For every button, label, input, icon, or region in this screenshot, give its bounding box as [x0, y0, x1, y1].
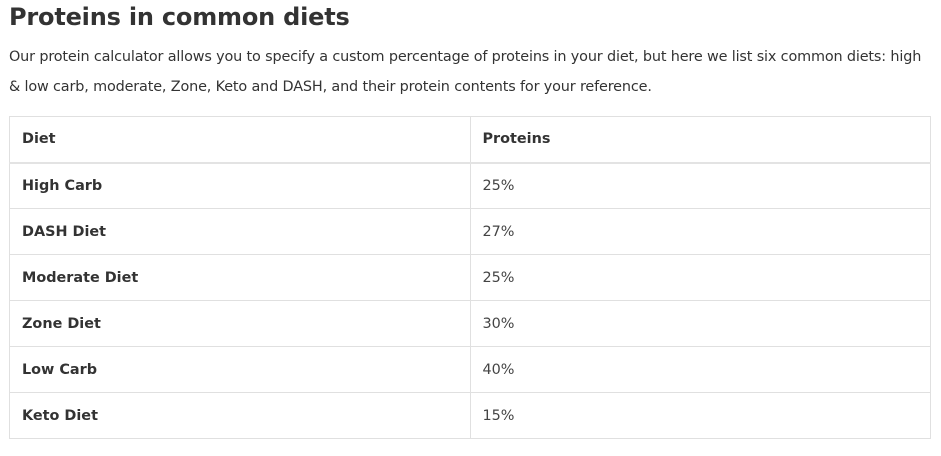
column-header-diet: Diet	[9, 116, 471, 164]
diet-name-cell: Low Carb	[9, 346, 471, 393]
table-header: Diet Proteins	[9, 116, 931, 164]
protein-value-cell: 30%	[469, 300, 931, 347]
protein-value-cell: 25%	[469, 162, 931, 209]
protein-value-cell: 27%	[469, 208, 931, 255]
table-header-row: Diet Proteins	[9, 116, 931, 164]
article-section: Proteins in common diets Our protein cal…	[9, 0, 931, 439]
column-header-proteins: Proteins	[469, 116, 931, 164]
protein-value-cell: 40%	[469, 346, 931, 393]
protein-value-cell: 25%	[469, 254, 931, 301]
diet-name-cell: Zone Diet	[9, 300, 471, 347]
diet-name-cell: High Carb	[9, 162, 471, 209]
section-heading: Proteins in common diets	[9, 3, 350, 31]
protein-value-cell: 15%	[469, 392, 931, 439]
table-row: Low Carb 40%	[9, 346, 931, 393]
table-row: DASH Diet 27%	[9, 208, 931, 255]
diet-name-cell: DASH Diet	[9, 208, 471, 255]
diets-table: Diet Proteins High Carb 25% DASH Diet 27…	[9, 116, 931, 439]
table-row: High Carb 25%	[9, 162, 931, 209]
table-row: Zone Diet 30%	[9, 300, 931, 347]
intro-paragraph: Our protein calculator allows you to spe…	[9, 49, 922, 95]
diet-name-cell: Keto Diet	[9, 392, 471, 439]
table-body: High Carb 25% DASH Diet 27% Moderate Die…	[9, 162, 931, 439]
table-row: Keto Diet 15%	[9, 392, 931, 439]
diet-name-cell: Moderate Diet	[9, 254, 471, 301]
table-row: Moderate Diet 25%	[9, 254, 931, 301]
